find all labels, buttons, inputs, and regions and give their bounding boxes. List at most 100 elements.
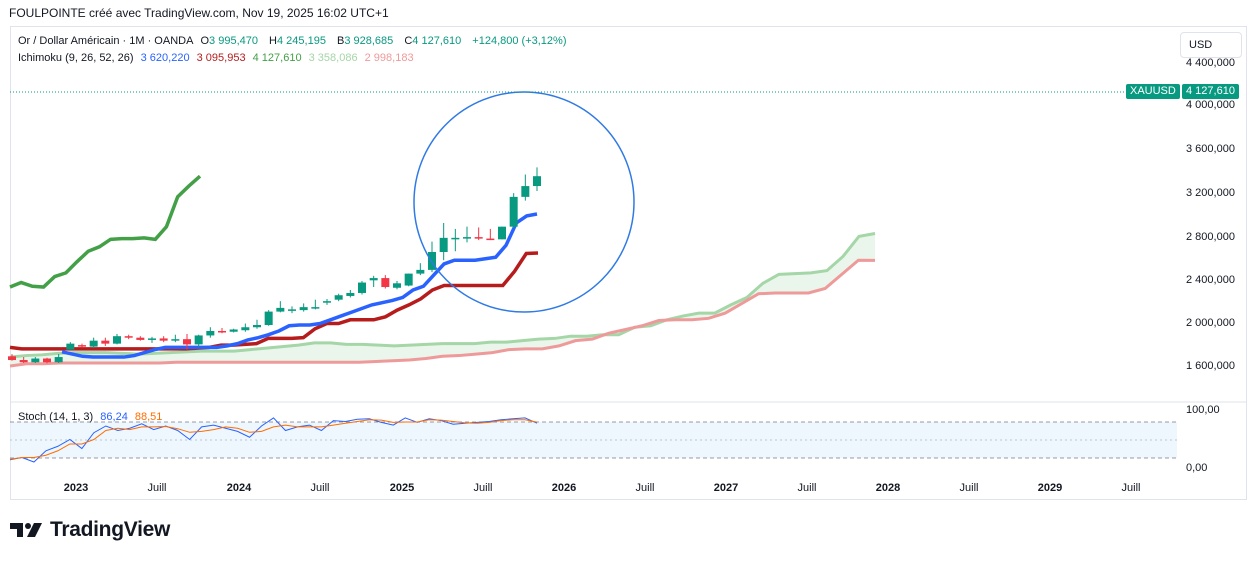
chikou-line — [9, 174, 202, 289]
candle — [101, 337, 110, 346]
price-tick-label: 1 600,000 — [1186, 360, 1235, 372]
time-tick-label: 2028 — [876, 482, 900, 494]
highlight-circle — [413, 91, 635, 313]
candle-body — [54, 357, 63, 363]
candle — [299, 303, 308, 312]
time-tick-label: Juill — [798, 482, 817, 494]
legend-low-value: 3 928,685 — [344, 35, 394, 47]
candle-body — [428, 252, 436, 270]
candle — [288, 306, 296, 314]
candle — [264, 310, 273, 326]
stoch-d-value: 88,51 — [134, 411, 163, 423]
tradingview-logo[interactable]: TradingView — [10, 518, 170, 542]
candles — [8, 167, 541, 364]
candle — [241, 323, 250, 332]
stoch-pane: 100,00 0,00 — [9, 401, 1247, 474]
candle-body — [113, 336, 121, 344]
candle — [439, 222, 448, 261]
candle-body — [136, 337, 145, 340]
candle — [8, 354, 16, 361]
candle — [54, 354, 63, 364]
chart-frame — [10, 26, 1247, 500]
ichimoku-lines — [9, 174, 876, 368]
candle — [509, 193, 518, 229]
candle-body — [19, 360, 28, 363]
candle — [148, 336, 156, 343]
stoch-k-value: 86,24 — [100, 411, 128, 423]
candle — [89, 337, 98, 349]
candle-body — [264, 311, 273, 326]
candle — [183, 333, 191, 350]
stoch-tick-label: 100,00 — [1186, 404, 1220, 416]
stoch-tick-label: 0,00 — [1186, 462, 1207, 474]
candle-body — [498, 226, 506, 240]
stoch-name[interactable]: Stoch (14, 1, 3) — [18, 411, 94, 423]
candle — [159, 336, 168, 343]
candle — [229, 328, 238, 333]
candle — [486, 228, 495, 241]
ichimoku-kijun-value: 3 095,953 — [196, 52, 246, 64]
time-tick-label: Juill — [474, 482, 493, 494]
price-axis: 4 400,000 4 000,000 3 600,000 3 200,000 2 80… — [1186, 57, 1235, 372]
candle — [381, 275, 390, 289]
candle-body — [31, 358, 40, 363]
candle-body — [299, 307, 308, 311]
ichimoku-name[interactable]: Ichimoku (9, 26, 52, 26) — [18, 52, 134, 64]
candle — [113, 333, 121, 345]
price-tick-label: 2 400,000 — [1186, 274, 1235, 286]
price-tick-label: 4 400,000 — [1186, 57, 1235, 69]
candle — [218, 327, 226, 334]
chart-header-title: FOULPOINTE créé avec TradingView.com, No… — [9, 6, 389, 20]
candle-body — [451, 237, 460, 240]
legend-close-label: C — [404, 35, 413, 47]
legend-ichimoku: Ichimoku (9, 26, 52, 26) 3 620,220 3 095… — [18, 52, 418, 64]
legend-main: Or / Dollar Américain · 1M · OANDA O3 99… — [18, 35, 570, 47]
candle-body — [358, 282, 366, 293]
time-tick-label: Juill — [636, 482, 655, 494]
candle-body — [334, 295, 343, 300]
candle — [194, 334, 203, 348]
candle — [521, 174, 530, 201]
candle-body — [43, 358, 51, 363]
ichimoku-chikou-value: 4 127,610 — [252, 52, 302, 64]
candle-body — [439, 237, 448, 253]
legend-open-label: O — [200, 35, 210, 47]
candle-body — [381, 278, 390, 288]
candle-body — [148, 338, 156, 340]
stoch-d-line — [9, 419, 538, 460]
tenkan-line — [61, 212, 538, 359]
time-tick-label: 2026 — [552, 482, 576, 494]
candle-body — [369, 278, 378, 281]
tradingview-logo-text: TradingView — [50, 518, 171, 541]
candle — [311, 299, 320, 310]
candle — [43, 357, 51, 364]
candle-body — [124, 336, 133, 338]
candle-body — [486, 238, 495, 241]
time-tick-label: 2029 — [1038, 482, 1062, 494]
candle-body — [509, 196, 518, 227]
candle-body — [89, 340, 98, 347]
candle — [498, 226, 506, 240]
legend-high-label: H — [269, 35, 277, 47]
tradingview-logo-icon — [10, 523, 42, 537]
candle-body — [533, 176, 541, 187]
candle-body — [206, 330, 215, 336]
candle-body — [253, 325, 261, 328]
legend-symbol[interactable]: Or / Dollar Américain · 1M · OANDA — [18, 35, 194, 47]
candle-body — [474, 237, 483, 239]
candle — [276, 301, 285, 313]
candle-body — [346, 292, 355, 296]
candle — [346, 290, 355, 298]
candle-body — [393, 283, 401, 288]
time-tick-label: Juill — [1122, 482, 1141, 494]
candle-body — [101, 340, 110, 344]
candle — [533, 167, 541, 192]
candle — [334, 293, 343, 302]
candle-body — [78, 345, 86, 347]
candle-body — [521, 186, 530, 197]
candle-body — [288, 309, 296, 311]
currency-button[interactable]: USD — [1180, 32, 1242, 58]
price-tick-label: 3 600,000 — [1186, 143, 1235, 155]
candle-body — [183, 339, 191, 345]
